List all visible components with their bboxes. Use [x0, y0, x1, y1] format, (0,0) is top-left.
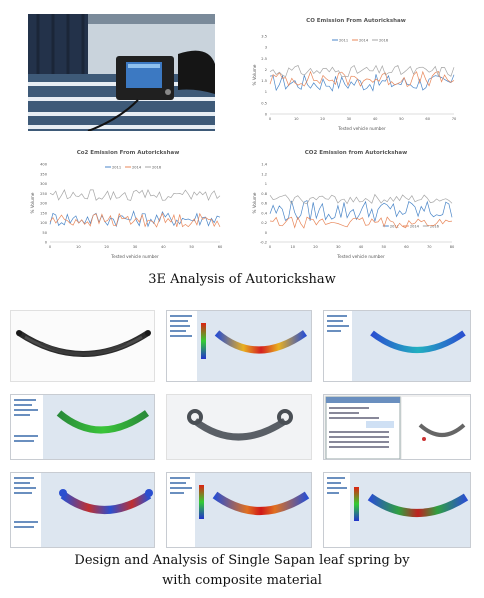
y-tick-label: 0: [265, 231, 268, 235]
y-tick-label: 0.5: [261, 101, 267, 105]
x-tick-label: 70: [452, 117, 457, 121]
x-tick-label: 20: [104, 245, 109, 249]
chart-legend: 2011 2014 2016: [332, 38, 389, 42]
fea-result-equivalent-stress: [10, 472, 155, 548]
x-axis-label: Tested vehicle number: [336, 254, 385, 259]
x-tick-label: 30: [133, 245, 138, 249]
x-tick-label: 50: [189, 245, 194, 249]
y-tick-label: 100: [40, 221, 48, 225]
series-line-2016: [269, 193, 453, 205]
fea-result-composite-stress: [323, 472, 471, 548]
x-tick-label: 20: [313, 245, 318, 249]
y-tick-label: 1.5: [261, 79, 267, 83]
leaf-spring-eye-model: [166, 394, 312, 460]
x-tick-label: 10: [294, 117, 299, 121]
chart-title: CO Emission From Autorickshaw: [306, 18, 406, 24]
x-tick-label: 80: [450, 245, 455, 249]
x-tick-label: 30: [336, 245, 341, 249]
fea-result-strain-green: [10, 394, 155, 460]
x-tick-label: 10: [290, 245, 295, 249]
y-tick-label: 0.4: [261, 211, 267, 215]
y-tick-label: 2: [265, 68, 267, 72]
y-tick-label: 150: [40, 211, 48, 215]
y-tick-label: 0.8: [261, 192, 267, 196]
fea-result-deformation-red: [166, 472, 312, 548]
x-tick-label: 30: [347, 117, 352, 121]
y-tick-label: 400: [40, 163, 48, 167]
analysis-caption: 3E Analysis of Autorickshaw: [148, 272, 336, 287]
x-tick-label: 10: [76, 245, 81, 249]
series-line-2016: [269, 64, 455, 78]
x-axis-label: Tested vehicle number: [110, 254, 159, 259]
series-line-2014: [269, 216, 453, 229]
series-line-2016: [49, 189, 221, 202]
y-tick-label: 350: [40, 172, 48, 176]
design-caption-line2: with composite material: [162, 573, 322, 588]
legend-label: 2011: [112, 165, 121, 169]
x-tick-label: 40: [161, 245, 166, 249]
legend-label: 2014: [410, 224, 420, 228]
series-line-2014: [49, 212, 221, 228]
y-axis-label: % Volume: [252, 192, 257, 213]
fea-result-stress-blue: [323, 310, 471, 382]
x-tick-label: 70: [427, 245, 432, 249]
chart-legend: 2011 2014 2016: [105, 165, 162, 169]
series-line-2014: [269, 70, 455, 88]
y-tick-label: 0.2: [261, 221, 267, 225]
y-tick-label: 50: [42, 231, 47, 235]
chart-legend: 2011 2014 2016: [382, 224, 440, 228]
gas-analyzer-photo: [28, 14, 215, 131]
legend-label: 2011: [390, 224, 399, 228]
legend-label: 2011: [339, 38, 348, 42]
x-tick-label: 40: [373, 117, 378, 121]
y-tick-label: 200: [40, 202, 48, 206]
co-emission-chart: CO Emission From Autorickshaw 0 0.5 1 1.5 2 2.…: [250, 14, 462, 136]
y-tick-label: 2.5: [261, 57, 267, 61]
x-tick-label: 0: [269, 245, 272, 249]
x-tick-label: 60: [404, 245, 409, 249]
co2-emission-chart-right: CO2 Emission from Autorickshaw -0.2 0 0.2 0.…: [250, 146, 462, 264]
y-tick-label: 1: [265, 182, 267, 186]
y-tick-label: 1.4: [261, 163, 267, 167]
y-tick-label: 0.6: [261, 202, 267, 206]
y-tick-label: 1: [265, 90, 267, 94]
x-tick-label: 60: [425, 117, 430, 121]
co2-emission-chart-left: Co2 Emission From Autorickshaw 0 50 100 150 2…: [28, 146, 228, 264]
x-axis-label: Tested vehicle number: [337, 126, 386, 131]
y-tick-label: 1.2: [261, 172, 267, 176]
y-tick-label: 3: [265, 46, 267, 50]
legend-label: 2014: [359, 38, 369, 42]
series-line-2011: [49, 210, 221, 228]
y-tick-label: 300: [40, 182, 48, 186]
y-tick-label: 3.5: [261, 35, 267, 39]
leaf-spring-cad-model: [10, 310, 155, 382]
x-tick-label: 0: [269, 117, 272, 121]
series-line-2011: [269, 73, 455, 92]
x-tick-label: 50: [399, 117, 404, 121]
x-tick-label: 20: [320, 117, 325, 121]
design-caption-line1: Design and Analysis of Single Sapan leaf…: [74, 553, 410, 568]
y-tick-label: 0: [45, 241, 48, 245]
legend-label: 2016: [152, 165, 162, 169]
x-tick-label: 40: [359, 245, 364, 249]
legend-label: 2016: [379, 38, 389, 42]
chart-title: CO2 Emission from Autorickshaw: [305, 150, 407, 156]
chart-title: Co2 Emission From Autorickshaw: [77, 150, 180, 156]
legend-label: 2014: [132, 165, 142, 169]
y-tick-label: -0.2: [260, 241, 267, 245]
x-tick-label: 60: [218, 245, 223, 249]
y-axis-label: % Volume: [30, 192, 35, 213]
y-tick-label: 0: [265, 113, 268, 117]
y-tick-label: 250: [40, 192, 48, 196]
x-tick-label: 50: [381, 245, 386, 249]
series-line-2011: [269, 199, 453, 222]
fea-result-total-deformation: [166, 310, 312, 382]
y-axis-label: % Volume: [252, 64, 257, 85]
material-properties-dialog: [323, 394, 471, 460]
legend-label: 2016: [430, 224, 440, 228]
x-tick-label: 0: [49, 245, 52, 249]
